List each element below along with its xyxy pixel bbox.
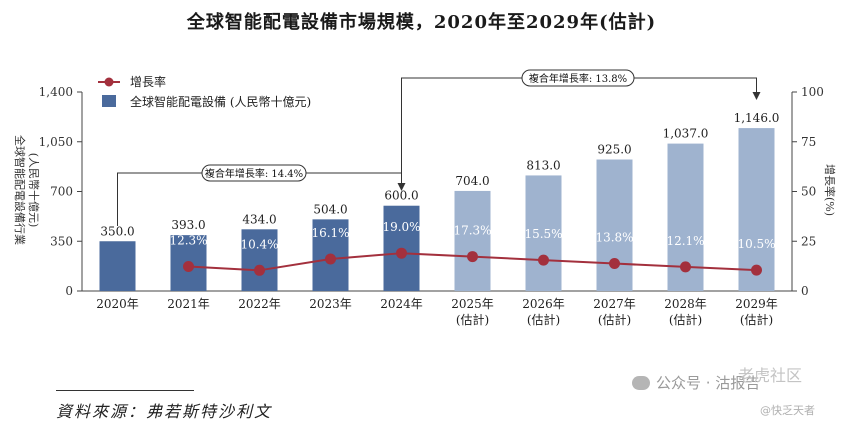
x-tick-label: 2026年 xyxy=(522,297,565,311)
source-note: 資料來源：弗若斯特沙利文 xyxy=(56,402,273,421)
chart-title: 全球智能配電設備市場規模，2020年至2029年(估計) xyxy=(186,12,657,33)
y2-tick-label: 100 xyxy=(801,85,824,99)
y2-tick-label: 25 xyxy=(801,234,816,248)
y-tick-label: 1,050 xyxy=(39,135,73,149)
bar-value-label: 1,037.0 xyxy=(663,127,709,141)
y-tick-label: 0 xyxy=(65,284,73,298)
bar-value-label: 925.0 xyxy=(597,143,631,157)
x-tick-label: 2022年 xyxy=(238,297,281,311)
bar-value-label: 600.0 xyxy=(384,189,418,203)
x-tick-label: 2021年 xyxy=(167,297,210,311)
watermark-account-text: 公众号 · 沽报告 xyxy=(656,374,761,392)
wechat-icon xyxy=(632,376,650,390)
bar xyxy=(241,229,278,291)
y2-axis-title: 增長率(%) xyxy=(823,164,837,216)
bar-value-label: 504.0 xyxy=(313,202,347,216)
growth-rate-label: 17.3% xyxy=(453,224,491,238)
bar-value-label: 393.0 xyxy=(171,218,205,232)
growth-rate-point xyxy=(751,264,762,276)
x-tick-sublabel: (估計) xyxy=(669,312,702,327)
bar xyxy=(596,159,633,291)
growth-rate-point xyxy=(396,247,407,259)
growth-rate-label: 10.5% xyxy=(737,237,775,251)
legend-label-bars: 全球智能配電設備 (人民幣十億元) xyxy=(130,94,311,109)
growth-rate-point xyxy=(538,254,549,266)
cagr-label-2: 複合年增長率: 13.8% xyxy=(529,72,627,85)
bar xyxy=(525,175,562,291)
growth-rate-point xyxy=(609,258,620,270)
growth-rate-point xyxy=(680,261,691,273)
x-tick-sublabel: (估計) xyxy=(740,312,773,327)
cagr-badge-1 xyxy=(201,164,307,182)
y-axis-title: 全球智能配電設備行業 xyxy=(13,135,27,245)
x-tick-label: 2024年 xyxy=(380,297,423,311)
x-tick-label: 2020年 xyxy=(96,297,139,311)
x-tick-label: 2027年 xyxy=(593,297,636,311)
bar-value-label: 434.0 xyxy=(242,212,276,226)
bar xyxy=(454,190,491,291)
growth-rate-label: 12.1% xyxy=(666,234,704,248)
watermark-account: 公众号 · 沽报告 xyxy=(632,372,760,393)
bar-value-label: 813.0 xyxy=(526,158,560,172)
legend-line-marker xyxy=(104,77,114,87)
x-tick-label: 2023年 xyxy=(309,297,352,311)
growth-rate-label: 13.8% xyxy=(595,231,633,245)
y-tick-label: 700 xyxy=(50,185,73,199)
x-tick-label: 2029年 xyxy=(735,297,778,311)
bar-value-label: 1,146.0 xyxy=(734,111,780,125)
cagr-arrow-2 xyxy=(752,92,761,100)
growth-rate-label: 12.3% xyxy=(169,234,207,248)
growth-rate-label: 15.5% xyxy=(524,227,562,241)
growth-rate-point xyxy=(254,264,265,276)
y2-tick-label: 0 xyxy=(801,284,809,298)
growth-rate-point xyxy=(467,251,478,263)
bar xyxy=(738,128,775,291)
growth-rate-label: 10.4% xyxy=(240,237,278,251)
x-tick-sublabel: (估計) xyxy=(598,312,631,327)
bar-value-label: 350.0 xyxy=(100,224,134,238)
bar-value-label: 704.0 xyxy=(455,174,489,188)
x-tick-sublabel: (估計) xyxy=(456,312,489,327)
y2-tick-label: 75 xyxy=(801,135,816,149)
y-tick-label: 350 xyxy=(50,234,73,248)
x-tick-label: 2025年 xyxy=(451,297,494,311)
y-tick-label: 1,400 xyxy=(39,85,73,99)
growth-rate-point xyxy=(183,261,194,273)
cagr-label-1: 複合年增長率: 14.4% xyxy=(205,167,303,180)
bar xyxy=(99,241,136,291)
cagr-arrow-1 xyxy=(397,183,406,191)
x-tick-sublabel: (估計) xyxy=(527,312,560,327)
source-divider xyxy=(56,390,194,391)
x-tick-label: 2028年 xyxy=(664,297,707,311)
growth-rate-point xyxy=(325,253,336,265)
legend-bar-swatch xyxy=(102,95,116,107)
cagr-badge-2 xyxy=(521,69,635,87)
growth-rate-label: 19.0% xyxy=(382,220,420,234)
y2-tick-label: 50 xyxy=(801,185,816,199)
legend-label-growth: 增長率 xyxy=(130,74,166,89)
growth-rate-label: 16.1% xyxy=(311,226,349,240)
watermark-top: 老虎社区 xyxy=(738,366,803,385)
y-axis-title: (人民幣十億元) xyxy=(27,153,41,228)
watermark-user: @快乏天者 xyxy=(760,404,815,417)
